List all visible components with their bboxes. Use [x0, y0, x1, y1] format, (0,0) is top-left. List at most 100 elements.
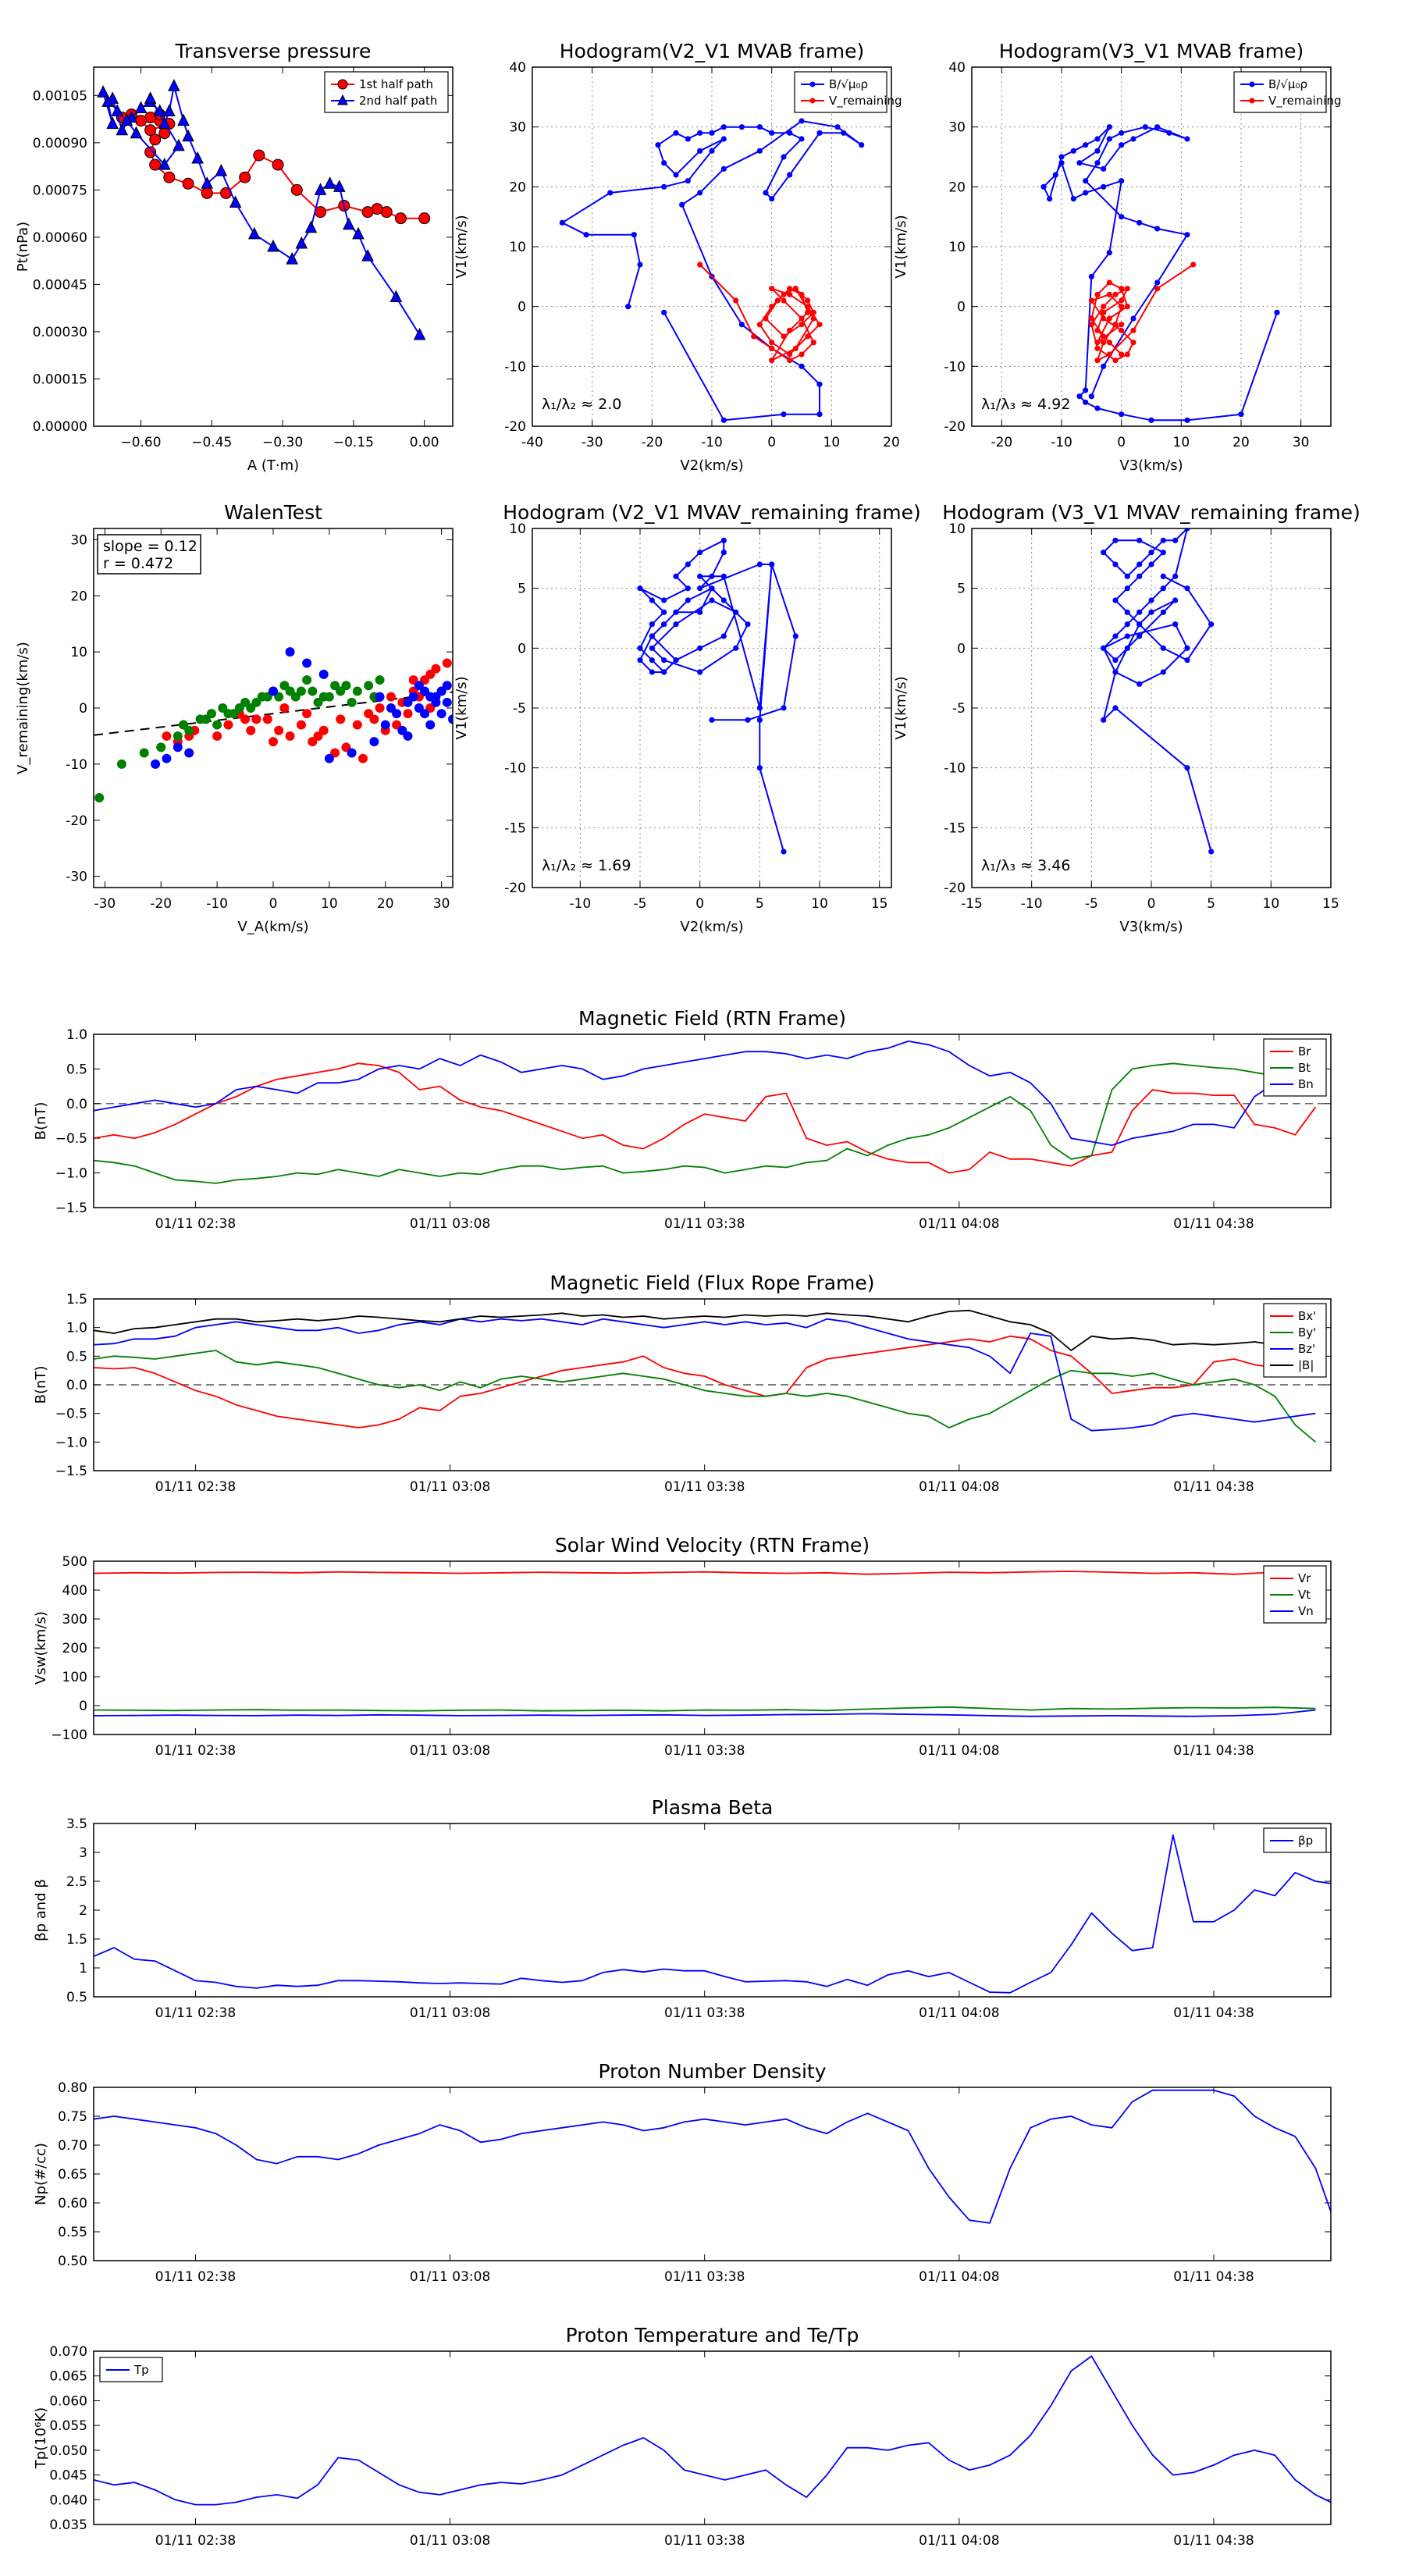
y-tick-label: 30: [509, 120, 526, 136]
legend: B/√μ₀ρ V_remaining: [1233, 71, 1342, 113]
data-point: [1238, 411, 1244, 418]
legend-label: Vt: [1298, 1588, 1311, 1602]
annotation-line: slope = 0.12: [103, 538, 197, 555]
x-tick-label: 0: [695, 896, 704, 912]
y-tick-label: 3.5: [66, 1816, 87, 1832]
data-point: [389, 290, 403, 303]
data-point: [1119, 286, 1125, 292]
data-point: [302, 658, 312, 668]
y-tick-label: 1.5: [66, 1292, 87, 1308]
data-point: [1172, 573, 1179, 579]
data-point: [408, 692, 418, 702]
y-tick-label: 0.50: [58, 2254, 87, 2269]
data-point: [246, 703, 256, 713]
legend: Vr Vt Vn: [1263, 1565, 1327, 1624]
x-tick-label: 01/11 03:08: [410, 2269, 490, 2285]
data-point: [1160, 537, 1166, 543]
y-axis-label: V1(km/s): [454, 676, 470, 739]
legend-marker: [809, 98, 816, 104]
x-tick-label: 0: [1147, 896, 1156, 912]
series-group: [559, 118, 865, 423]
data-point: [1124, 645, 1130, 651]
data-point: [655, 142, 661, 148]
data-point: [173, 138, 185, 151]
data-point: [673, 172, 679, 178]
data-point: [1166, 130, 1172, 136]
data-point: [673, 130, 679, 136]
x-tick-label: 20: [883, 435, 900, 450]
y-tick-label: −0.5: [55, 1407, 87, 1422]
legend-label: 2nd half path: [359, 94, 437, 108]
y-tick-label: 300: [62, 1612, 87, 1628]
series-0: [1101, 528, 1215, 855]
data-point: [756, 765, 763, 771]
y-axis-label: V1(km/s): [893, 676, 909, 739]
data-point: [1101, 550, 1107, 556]
data-point: [799, 315, 805, 322]
legend: βp: [1263, 1827, 1327, 1853]
data-point: [769, 130, 775, 136]
data-point: [1119, 322, 1125, 328]
series-line: [94, 1062, 1317, 1174]
x-tick-label: 01/11 03:38: [664, 2269, 745, 2285]
data-point: [352, 720, 362, 730]
data-point: [685, 178, 691, 184]
y-tick-label: -20: [504, 419, 526, 435]
y-tick-label: 0: [518, 300, 526, 315]
legend-box: [1263, 1038, 1327, 1097]
data-point: [1184, 657, 1190, 664]
data-point: [318, 669, 329, 679]
data-point: [841, 130, 847, 136]
annotation: λ₁/λ₃ ≈ 3.46: [981, 857, 1070, 874]
y-tick-label: 10: [70, 645, 87, 660]
data-point: [1052, 172, 1058, 178]
data-point: [308, 686, 318, 696]
chart-title: Proton Number Density: [599, 2060, 827, 2083]
panel-h1: Hodogram(V2_V1 MVAB frame) -20 -10 0 10 20 30 4…: [454, 40, 902, 474]
x-tick-label: 01/11 02:38: [155, 1479, 236, 1495]
series-group: [94, 2355, 1331, 2506]
data-point: [1088, 273, 1094, 279]
data-point: [1136, 681, 1143, 687]
data-point: [1101, 315, 1107, 322]
data-point: [302, 675, 312, 685]
data-point: [1076, 160, 1083, 166]
x-tick-label: 10: [321, 896, 338, 912]
data-point: [1094, 327, 1101, 333]
series-line: [1090, 264, 1194, 361]
series-group: [94, 1834, 1331, 1994]
data-point: [769, 286, 775, 292]
data-point: [420, 709, 430, 719]
x-tick-label: -20: [150, 896, 172, 912]
y-axis-label: B(nT): [33, 1366, 49, 1404]
data-point: [1106, 279, 1112, 286]
y-tick-label: -20: [504, 881, 526, 896]
data-point: [279, 703, 290, 713]
y-tick-label: 1.0: [66, 1027, 87, 1043]
data-point: [162, 731, 172, 741]
data-point: [369, 737, 379, 747]
x-tick-label: 01/11 03:38: [664, 1479, 745, 1495]
x-tick-label: 01/11 04:08: [919, 1216, 999, 1232]
data-point: [1112, 537, 1119, 543]
y-axis-label: Pt(nPa): [15, 222, 31, 272]
data-point: [1088, 297, 1094, 304]
x-tick-label: 01/11 04:38: [1173, 2269, 1254, 2285]
legend-marker: [1249, 98, 1255, 104]
data-point: [1130, 315, 1136, 322]
series-line: [1043, 126, 1278, 422]
data-point: [1124, 621, 1130, 628]
data-point: [720, 573, 727, 579]
data-point: [1208, 621, 1215, 628]
legend-item: βp: [1270, 1834, 1313, 1848]
x-tick-label: 01/11 03:38: [664, 1216, 745, 1232]
data-point: [262, 714, 272, 724]
x-tick-label: 01/11 02:38: [155, 2005, 236, 2021]
data-point: [799, 118, 805, 124]
data-point: [239, 171, 251, 183]
x-tick-label: 01/11 03:38: [664, 2533, 745, 2549]
data-point: [1119, 327, 1125, 333]
x-tick-label: 01/11 04:38: [1173, 2533, 1254, 2549]
data-point: [1040, 183, 1047, 190]
